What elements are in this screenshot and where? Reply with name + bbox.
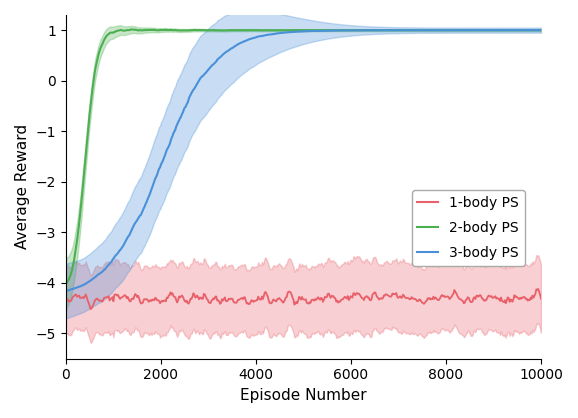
Legend: 1-body PS, 2-body PS, 3-body PS: 1-body PS, 2-body PS, 3-body PS (412, 191, 525, 266)
X-axis label: Episode Number: Episode Number (240, 388, 366, 403)
Y-axis label: Average Reward: Average Reward (15, 124, 30, 250)
